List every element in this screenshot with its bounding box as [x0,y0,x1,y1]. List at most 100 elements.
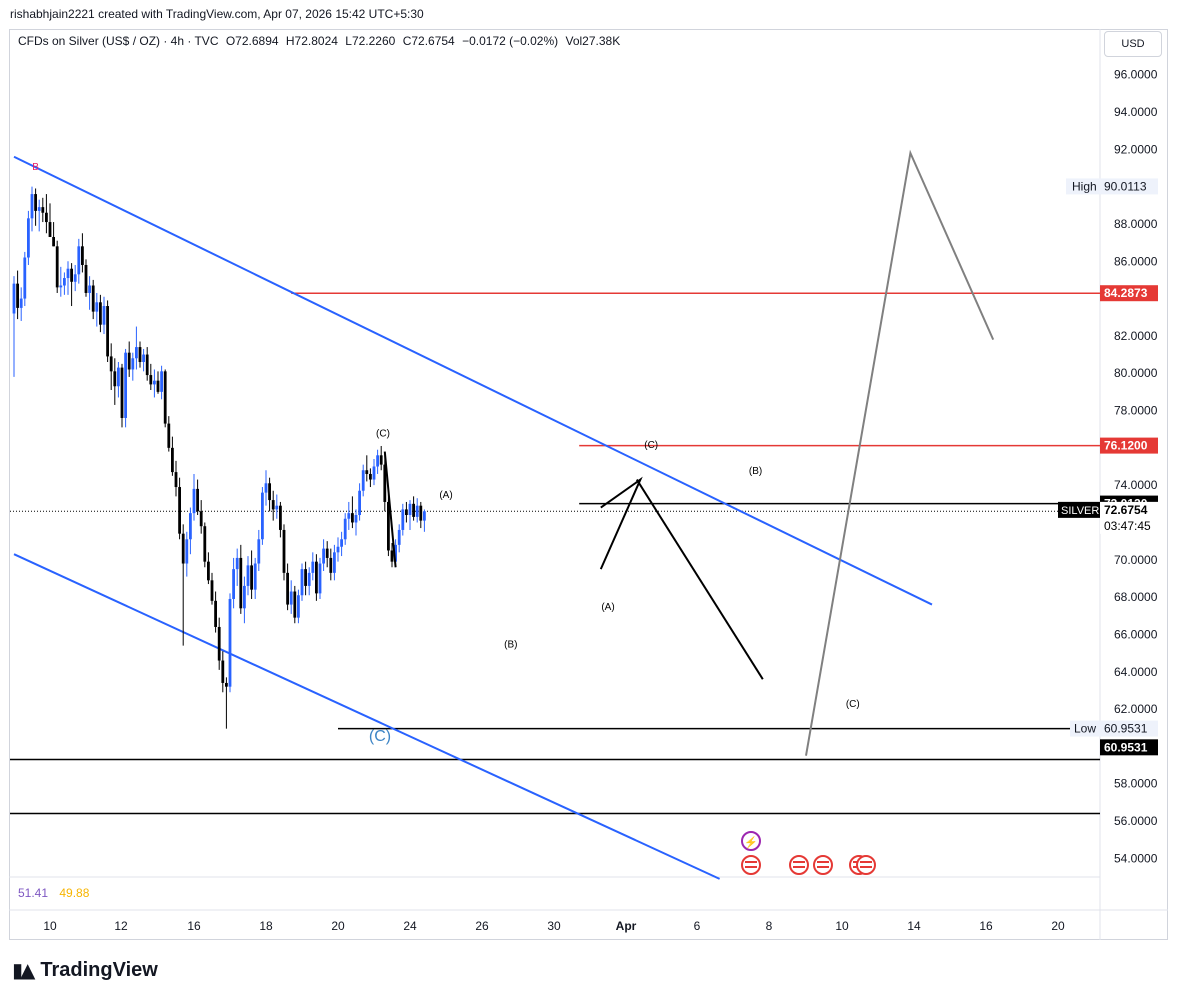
candle-body [189,513,192,540]
time-tick-label: 18 [259,919,273,933]
time-tick-label: 10 [43,919,57,933]
candle-body [52,236,55,247]
candle-body [372,466,376,480]
wave-label-major-c: (C) [369,728,391,745]
candle-body [127,352,131,370]
candle-body [19,298,23,308]
price-tick-label: 74.0000 [1114,478,1158,492]
brand-name: TradingView [40,958,158,981]
candle-body [351,513,354,523]
time-tick-label: 26 [475,919,489,933]
wave-label: (A) [439,490,452,501]
change-value: −0.0172 (−0.02%) [462,34,559,48]
high-price-value: 90.0113 [1104,179,1147,193]
candle-body [401,509,405,530]
candle-body [408,503,412,516]
candle-body [138,347,142,363]
channel-upper-line [13,155,933,606]
candle-body [174,472,178,488]
candle-body [311,561,315,573]
us-flag-icon-stripe [860,866,872,868]
candle-body [214,600,217,627]
candle-body [243,585,246,609]
candle-body [423,511,426,521]
candle-body [383,464,387,502]
candle-body [347,513,351,519]
candle-body [343,518,347,540]
price-badge-84-bg [1100,285,1158,302]
price-badge-low-bg [1100,739,1158,756]
open-value: O72.6894 [225,34,279,48]
lightning-icon-glyph: ⚡ [744,836,758,849]
time-tick-label: 16 [979,919,993,933]
candle-body [117,367,120,387]
symbol-legend: CFDs on Silver (US$ / OZ) · 4h · TVC O72… [18,34,624,48]
lightning-icon [741,831,761,851]
time-tick-label: 20 [1051,919,1065,933]
us-flag-icon-stripe [860,861,872,863]
oscillator-values: 51.41 49.88 [18,886,89,900]
candle-body [307,572,311,586]
high-tag-label: High [1072,179,1097,193]
high-value: H72.8024 [285,34,338,48]
wave-label-peak: (C) [376,429,390,440]
price-badge-current-bg [1100,501,1158,534]
candle-body [358,490,361,516]
candle-body [271,500,275,510]
candle-body [199,511,203,527]
candle-body [41,207,45,213]
candle-body [203,526,207,562]
candle-body [235,557,239,570]
wave-label: (A) [601,602,614,613]
candle-body [113,371,117,387]
candle-body [192,488,196,514]
time-tick-label: 14 [907,919,921,933]
candle-body [106,306,109,357]
price-tick-label: 54.0000 [1114,851,1158,865]
price-tick-label: 82.0000 [1114,329,1158,343]
wave-drop-a [383,451,397,568]
candle-body [315,561,318,594]
price-tick-label: 64.0000 [1114,665,1158,679]
candle-body [329,557,333,573]
candle-body [279,505,282,530]
candle-body [253,563,257,590]
price-tick-label: 62.0000 [1114,702,1158,716]
close-value: C72.6754 [402,34,455,48]
price-tick-label: 88.0000 [1114,217,1158,231]
candle-body [336,546,340,553]
candle-body [171,447,174,473]
price-tick-label: 86.0000 [1114,254,1158,268]
candle-body [109,356,113,372]
candle-body [149,375,153,385]
us-flag-icon-stripe [745,861,757,863]
us-flag-icon-stripe [817,866,829,868]
candle-body [361,470,365,491]
symbol-name[interactable]: CFDs on Silver (US$ / OZ) · 4h · TVC [18,34,219,48]
currency-button[interactable]: USD [1104,31,1162,57]
candle-body [318,563,322,594]
tradingview-logo[interactable]: ▮▲ TradingView [12,958,158,982]
volume-value: Vol27.38K [565,34,621,48]
candle-body [91,285,95,312]
time-tick-label: 20 [331,919,345,933]
price-badge-76: 76.1200 [1104,439,1148,453]
price-tick-label: 68.0000 [1114,590,1158,604]
low-tag-label: Low [1074,722,1096,736]
price-tick-label: 92.0000 [1114,142,1158,156]
candle-body [88,285,91,293]
candle-body [394,544,397,562]
candle-body [232,569,235,599]
us-flag-icon [813,855,833,875]
candle-body [282,529,286,573]
candle-body [365,470,369,474]
candle-body [325,548,329,558]
us-flag-icon-stripe [793,861,805,863]
candle-body [120,367,124,418]
low-price-value: 60.9531 [1104,722,1148,736]
oscillator-value-1: 51.41 [18,886,49,900]
candle-body [376,455,379,467]
price-tick-label: 70.0000 [1114,553,1158,567]
candle-body [412,503,415,517]
